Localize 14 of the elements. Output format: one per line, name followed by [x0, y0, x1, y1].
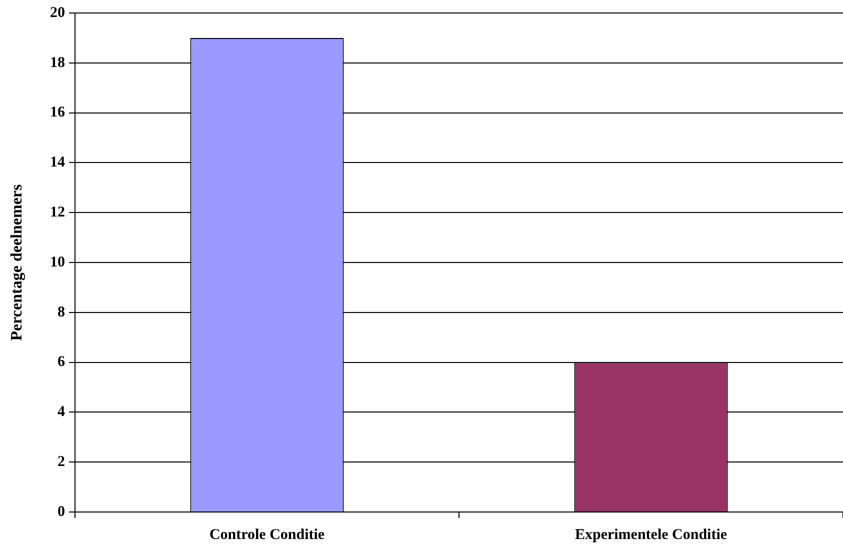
- y-tick-label: 18: [50, 54, 65, 71]
- y-tick-label: 6: [58, 354, 66, 370]
- y-tick-label: 14: [50, 154, 66, 171]
- y-tick-label: 2: [58, 454, 65, 470]
- y-tick-label: 12: [50, 204, 65, 220]
- x-tick-label: Experimentele Conditie: [574, 526, 728, 543]
- x-tick-label: Controle Conditie: [209, 526, 325, 543]
- y-tick-label: 0: [58, 504, 65, 520]
- y-tick-label: 10: [50, 254, 65, 270]
- y-tick-label: 4: [58, 404, 66, 420]
- y-tick-label: 20: [50, 4, 65, 21]
- y-axis-title: Percentage deelnemers: [8, 184, 26, 341]
- y-tick-label: 16: [50, 104, 66, 121]
- y-tick-label: 8: [58, 304, 65, 320]
